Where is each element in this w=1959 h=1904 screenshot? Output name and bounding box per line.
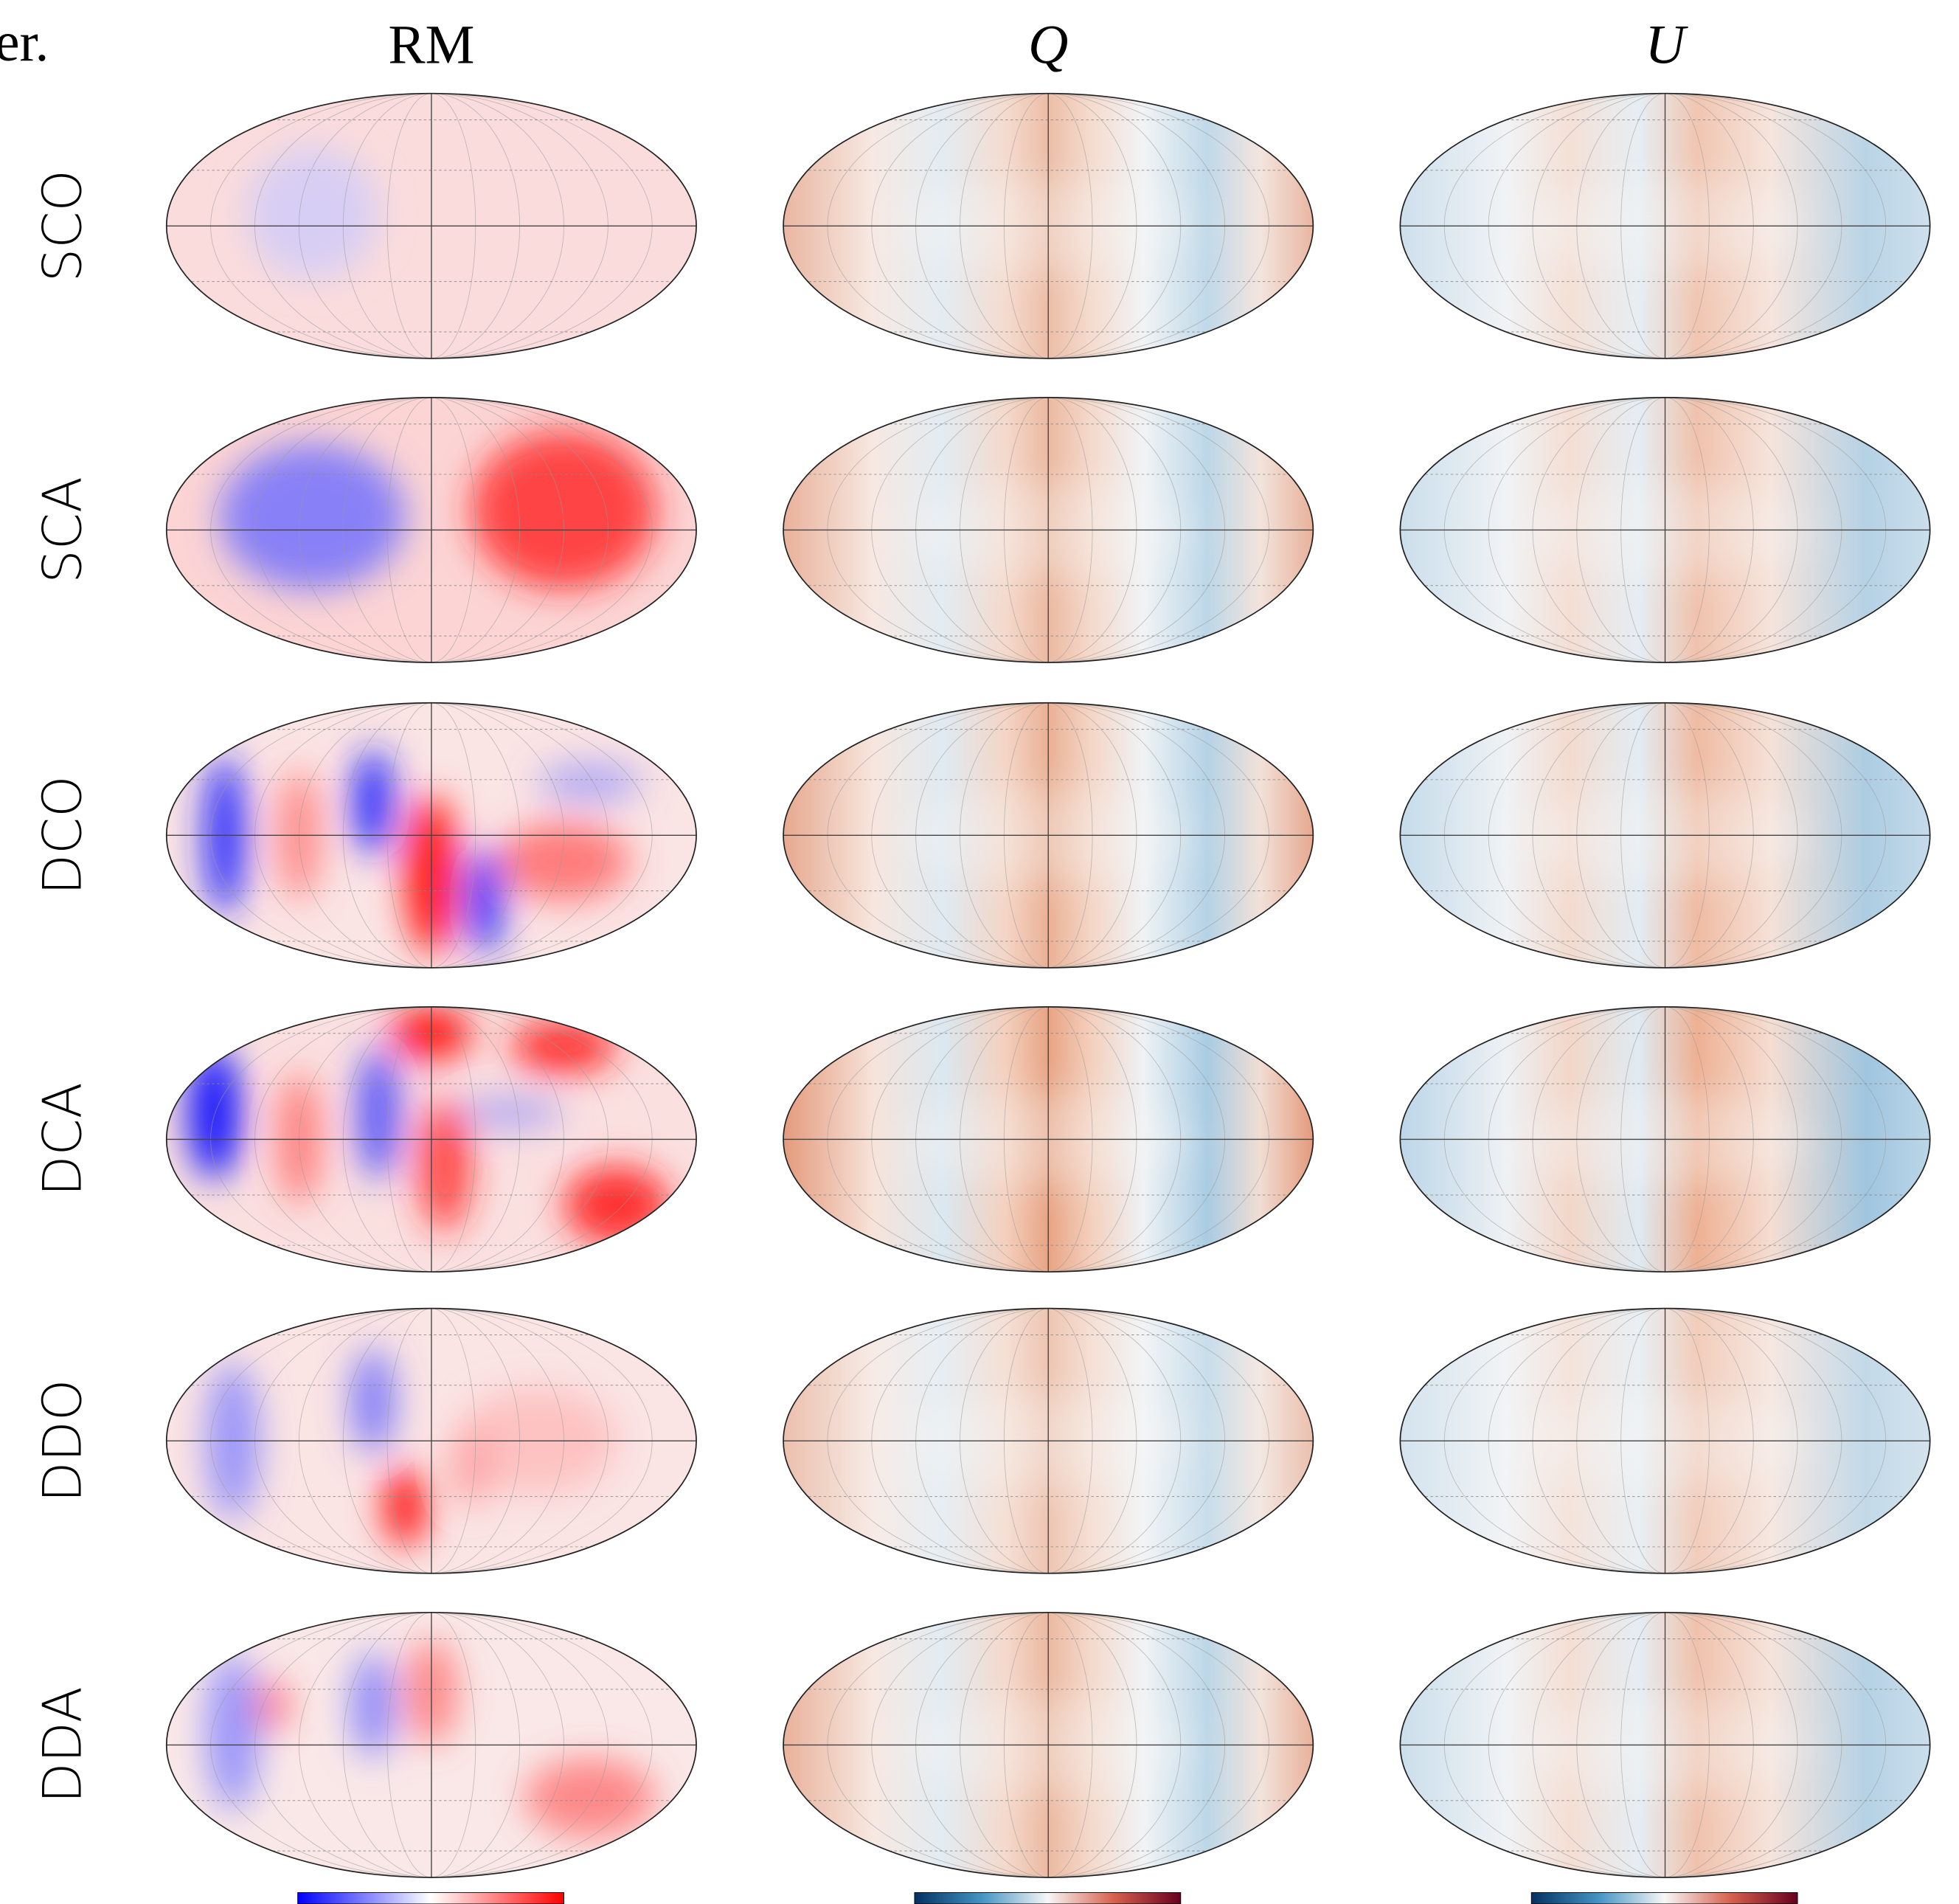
row-label: SCO xyxy=(31,170,93,282)
column-header: Q xyxy=(1028,15,1068,76)
colorbar xyxy=(915,1892,1181,1903)
row-label: SCA xyxy=(31,477,93,584)
map-feature xyxy=(524,1758,657,1838)
sky-map xyxy=(783,1309,1313,1574)
map-feature xyxy=(352,1349,394,1455)
map-features xyxy=(246,147,378,280)
map-feature xyxy=(187,1047,240,1180)
sky-map xyxy=(1400,1309,1929,1574)
sky-map xyxy=(783,398,1313,662)
map-feature xyxy=(207,1652,260,1811)
map-feature xyxy=(246,147,378,280)
sky-map xyxy=(1400,1007,1929,1272)
row-label: DDA xyxy=(31,1686,93,1804)
sky-map xyxy=(783,703,1313,968)
map-feature xyxy=(538,763,644,803)
row-label: DDO xyxy=(31,1379,93,1503)
row-label: DCA xyxy=(31,1082,93,1197)
colorbar xyxy=(1531,1892,1797,1903)
sky-map xyxy=(167,1309,696,1574)
sky-map xyxy=(167,94,696,359)
sky-map xyxy=(167,398,696,662)
map-feature xyxy=(357,1047,399,1180)
sky-map xyxy=(1400,703,1929,968)
map-feature xyxy=(466,848,503,955)
sky-map xyxy=(1400,398,1929,662)
colorbar xyxy=(298,1892,564,1903)
sky-map xyxy=(167,1613,696,1877)
sky-map xyxy=(167,703,696,968)
sky-map xyxy=(167,1007,696,1272)
sky-map xyxy=(783,1007,1313,1272)
row-label: DCO xyxy=(31,775,93,895)
figure: er. RMQUSCOSCADCODCADDODDA-1010rad/m²-10… xyxy=(0,0,1959,1904)
map-feature xyxy=(384,1467,426,1547)
sky-map xyxy=(1400,94,1929,359)
map-feature xyxy=(352,1652,394,1759)
sky-map xyxy=(783,1613,1313,1877)
sky-map xyxy=(1400,1613,1929,1877)
column-header: U xyxy=(1645,15,1688,76)
column-header: RM xyxy=(388,15,474,76)
map-feature xyxy=(471,431,656,589)
cropped-text: er. xyxy=(0,12,49,73)
map-feature xyxy=(220,444,405,590)
sky-map xyxy=(783,94,1313,359)
map-feature xyxy=(352,750,394,856)
